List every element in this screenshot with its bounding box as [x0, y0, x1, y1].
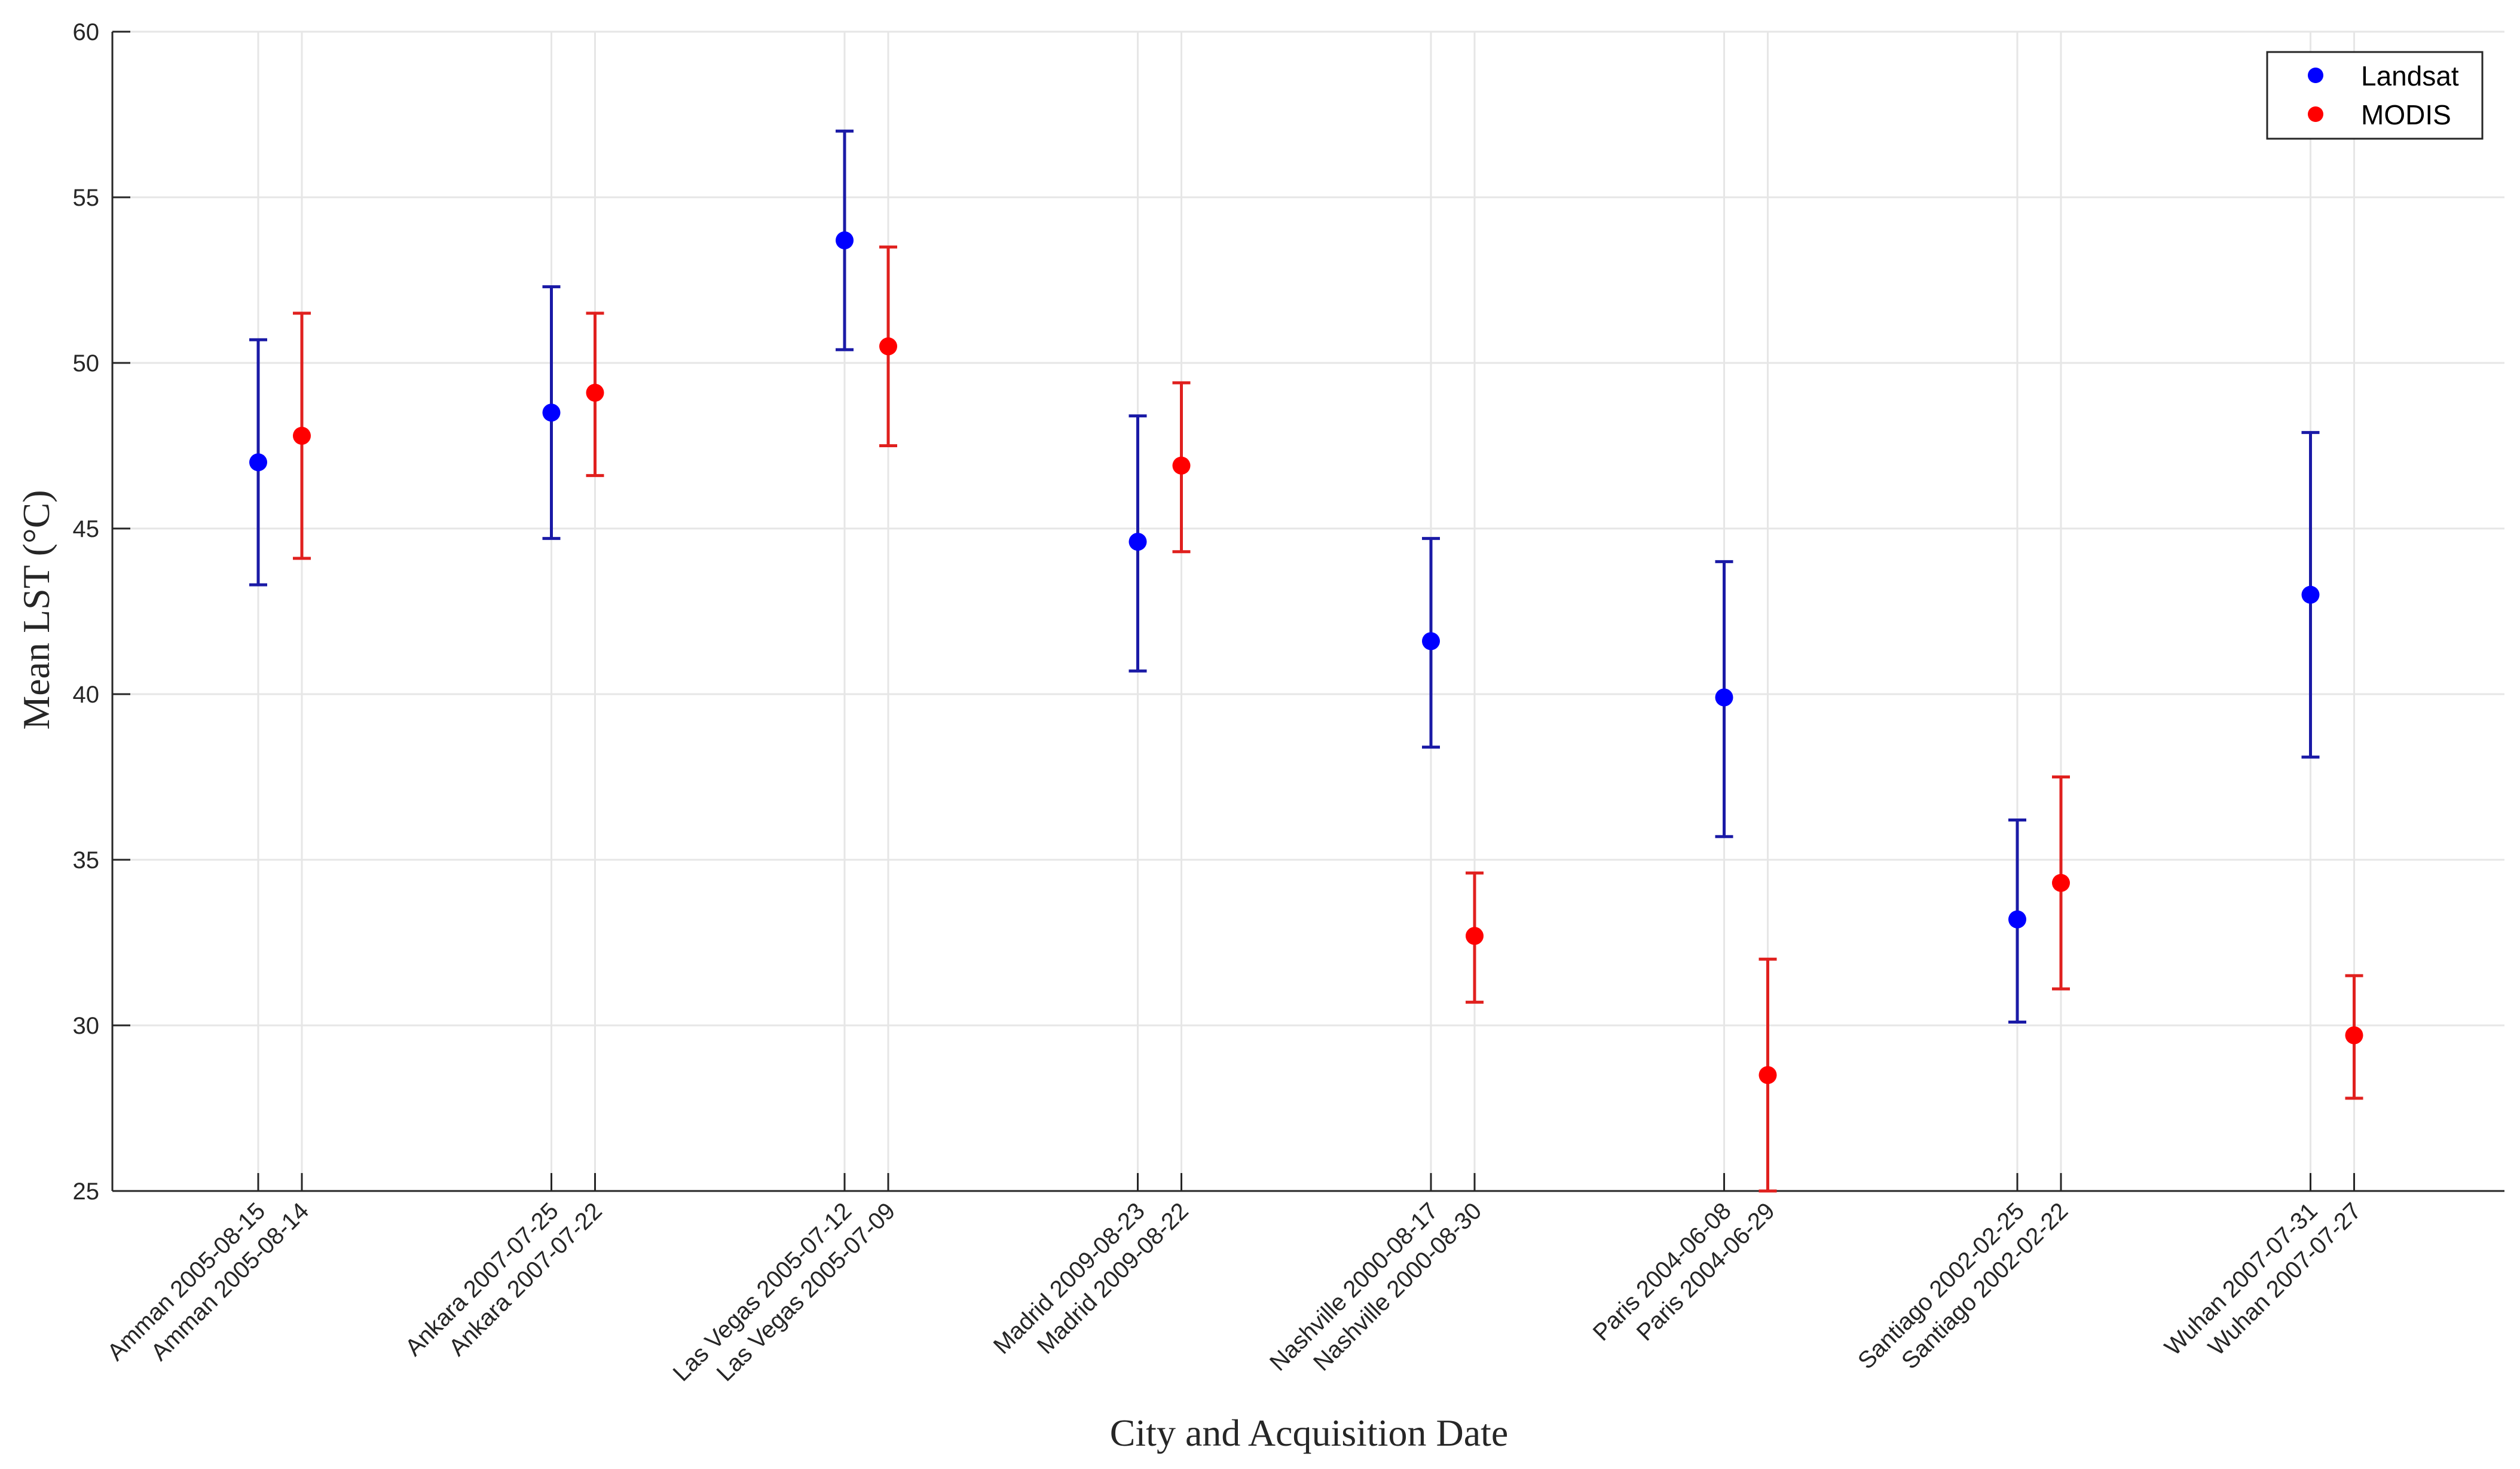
x-axis-label: City and Acquisition Date: [1110, 1412, 1509, 1454]
legend-box: [2266, 51, 2484, 140]
landsat-point: [2008, 910, 2026, 929]
modis-point: [293, 426, 311, 445]
landsat-point: [836, 231, 854, 250]
legend-landsat-label: Landsat: [2361, 60, 2459, 91]
modis-point: [2345, 1026, 2363, 1045]
x-tick-label: Nashville 2000-08-17: [1265, 1198, 1443, 1376]
x-tick-label: Las Vegas 2005-07-09: [712, 1198, 901, 1386]
landsat-point: [1422, 632, 1440, 650]
y-tick-labels: 25 30 35 40 45 50 55 60: [73, 19, 100, 1205]
legend-landsat-marker: [2308, 68, 2323, 83]
legend-modis-label: MODIS: [2361, 99, 2451, 130]
modis-point: [2052, 874, 2070, 892]
landsat-point: [1129, 533, 1147, 551]
landsat-point: [2301, 585, 2320, 604]
data-series: [249, 129, 2363, 1193]
modis-point: [1172, 456, 1191, 475]
y-tick-label: 40: [73, 682, 100, 708]
y-tick-label: 35: [73, 847, 100, 874]
modis-point: [879, 337, 897, 356]
legend: Landsat MODIS: [2266, 51, 2484, 140]
landsat-point: [542, 404, 561, 422]
landsat-point: [249, 453, 267, 472]
y-tick-label: 25: [73, 1178, 100, 1205]
landsat-point: [1715, 688, 1733, 707]
x-tick-label: Las Vegas 2005-07-12: [668, 1198, 857, 1386]
modis-point: [1466, 927, 1484, 945]
y-tick-label: 55: [73, 185, 100, 211]
y-tick-label: 30: [73, 1013, 100, 1039]
legend-modis-marker: [2308, 106, 2323, 122]
y-tick-label: 50: [73, 350, 100, 377]
y-axis-label: Mean LST (°C): [15, 490, 57, 729]
grid: [112, 30, 2504, 1191]
y-tick-label: 60: [73, 19, 100, 45]
axes: [111, 30, 2504, 1192]
modis-point: [1759, 1066, 1777, 1085]
y-tick-label: 45: [73, 516, 100, 542]
modis-point: [586, 383, 604, 402]
